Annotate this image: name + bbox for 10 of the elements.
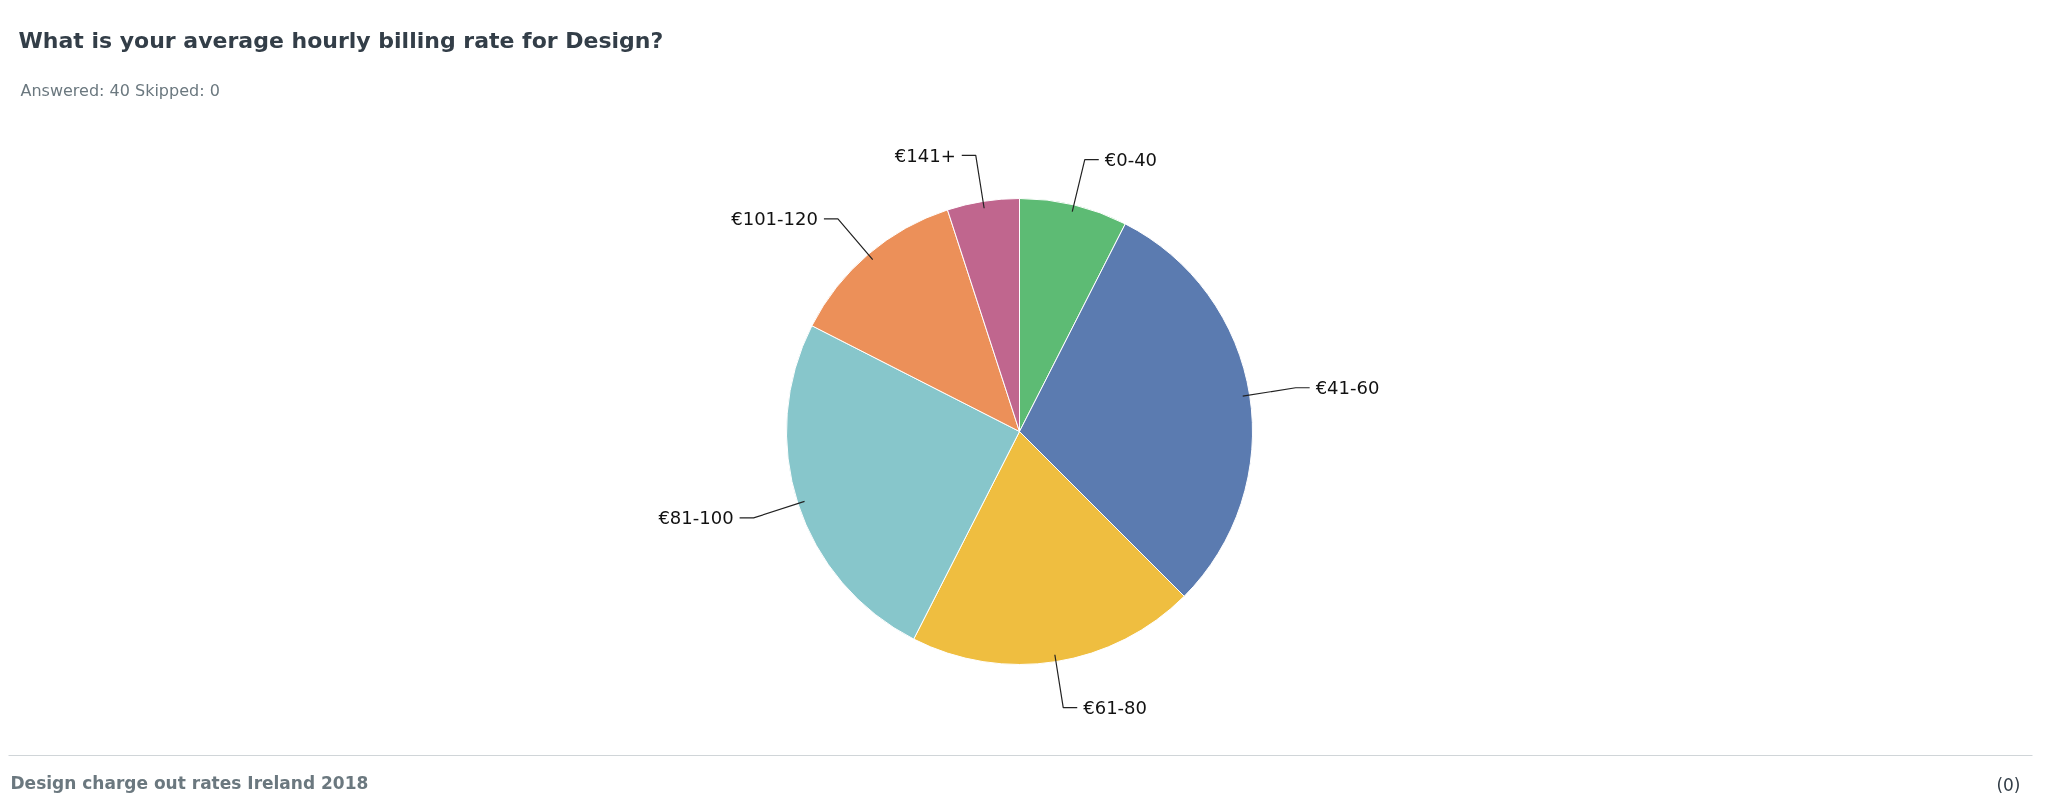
- slice-label: €61-80: [1083, 697, 1147, 719]
- slice-label: €0-40: [1104, 149, 1158, 171]
- text: Answered: 40 Skipped: 0: [20, 81, 220, 100]
- slice-label: €41-60: [1315, 377, 1380, 399]
- slice-label: €101-120: [731, 208, 818, 230]
- text: What is your average hourly billing rate for Design?: [18, 28, 664, 53]
- slice-label: €81-100: [658, 507, 734, 529]
- slice-label: €141+: [894, 144, 956, 166]
- text: (0): [1996, 774, 2021, 795]
- text: Design charge out rates Ireland 2018: [10, 772, 369, 793]
